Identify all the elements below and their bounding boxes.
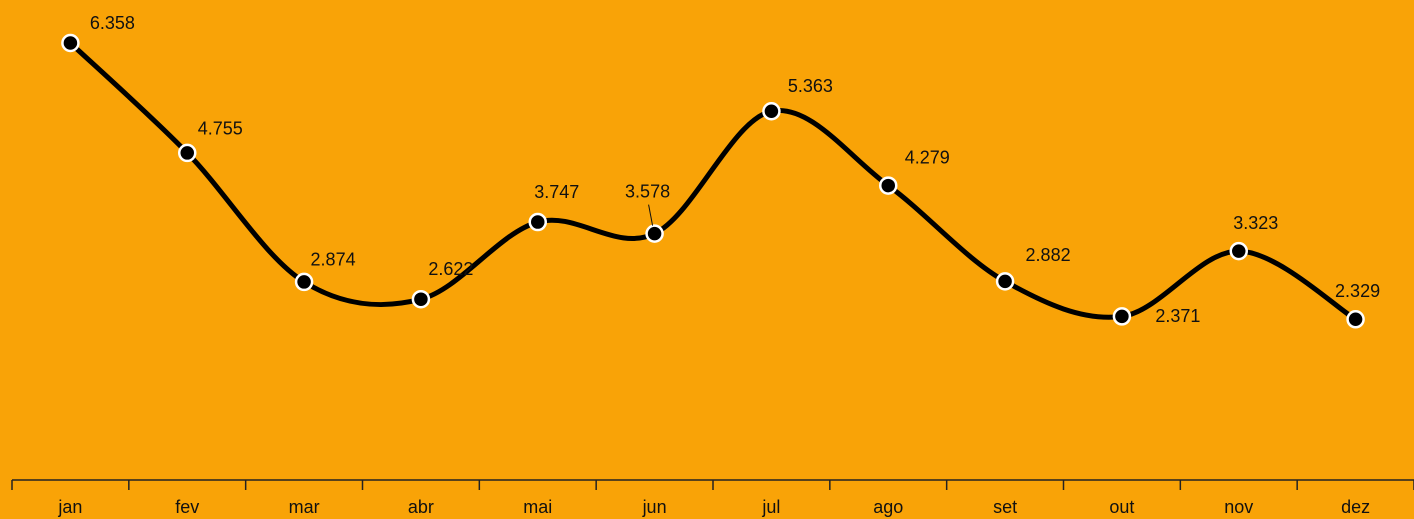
data-label: 2.622 bbox=[428, 259, 473, 279]
data-label: 3.578 bbox=[625, 181, 670, 201]
data-label: 2.882 bbox=[1026, 245, 1071, 265]
x-tick-label: abr bbox=[408, 497, 434, 517]
point bbox=[1229, 241, 1248, 261]
data-label: 3.323 bbox=[1233, 213, 1278, 233]
point bbox=[528, 212, 547, 232]
x-tick-label: mai bbox=[523, 497, 552, 517]
data-label: 2.329 bbox=[1335, 281, 1380, 301]
x-tick-label: nov bbox=[1224, 497, 1253, 517]
point bbox=[645, 224, 664, 243]
data-label: 6.358 bbox=[90, 13, 135, 33]
x-tick-label: jul bbox=[761, 497, 780, 517]
x-tick-label: fev bbox=[175, 497, 199, 517]
x-tick-label: out bbox=[1109, 497, 1134, 517]
point bbox=[762, 101, 781, 121]
data-label: 4.279 bbox=[905, 147, 950, 167]
point bbox=[294, 272, 314, 292]
point bbox=[995, 272, 1015, 291]
x-tick-label: jan bbox=[57, 497, 82, 517]
point bbox=[1112, 307, 1132, 326]
x-tick-label: ago bbox=[873, 497, 903, 517]
point bbox=[61, 33, 80, 53]
x-tick-label: mar bbox=[289, 497, 320, 517]
data-label: 3.747 bbox=[534, 182, 579, 202]
data-label: 5.363 bbox=[788, 76, 833, 96]
leader-line bbox=[648, 204, 654, 226]
data-label: 4.755 bbox=[198, 119, 243, 139]
point bbox=[411, 289, 431, 309]
point bbox=[879, 176, 898, 195]
data-label: 2.371 bbox=[1155, 306, 1200, 326]
point bbox=[178, 143, 197, 163]
x-tick-label: dez bbox=[1341, 497, 1370, 517]
point bbox=[1346, 310, 1365, 329]
x-tick-label: set bbox=[993, 497, 1017, 517]
x-tick-label: jun bbox=[642, 497, 667, 517]
data-label: 2.874 bbox=[311, 250, 356, 270]
